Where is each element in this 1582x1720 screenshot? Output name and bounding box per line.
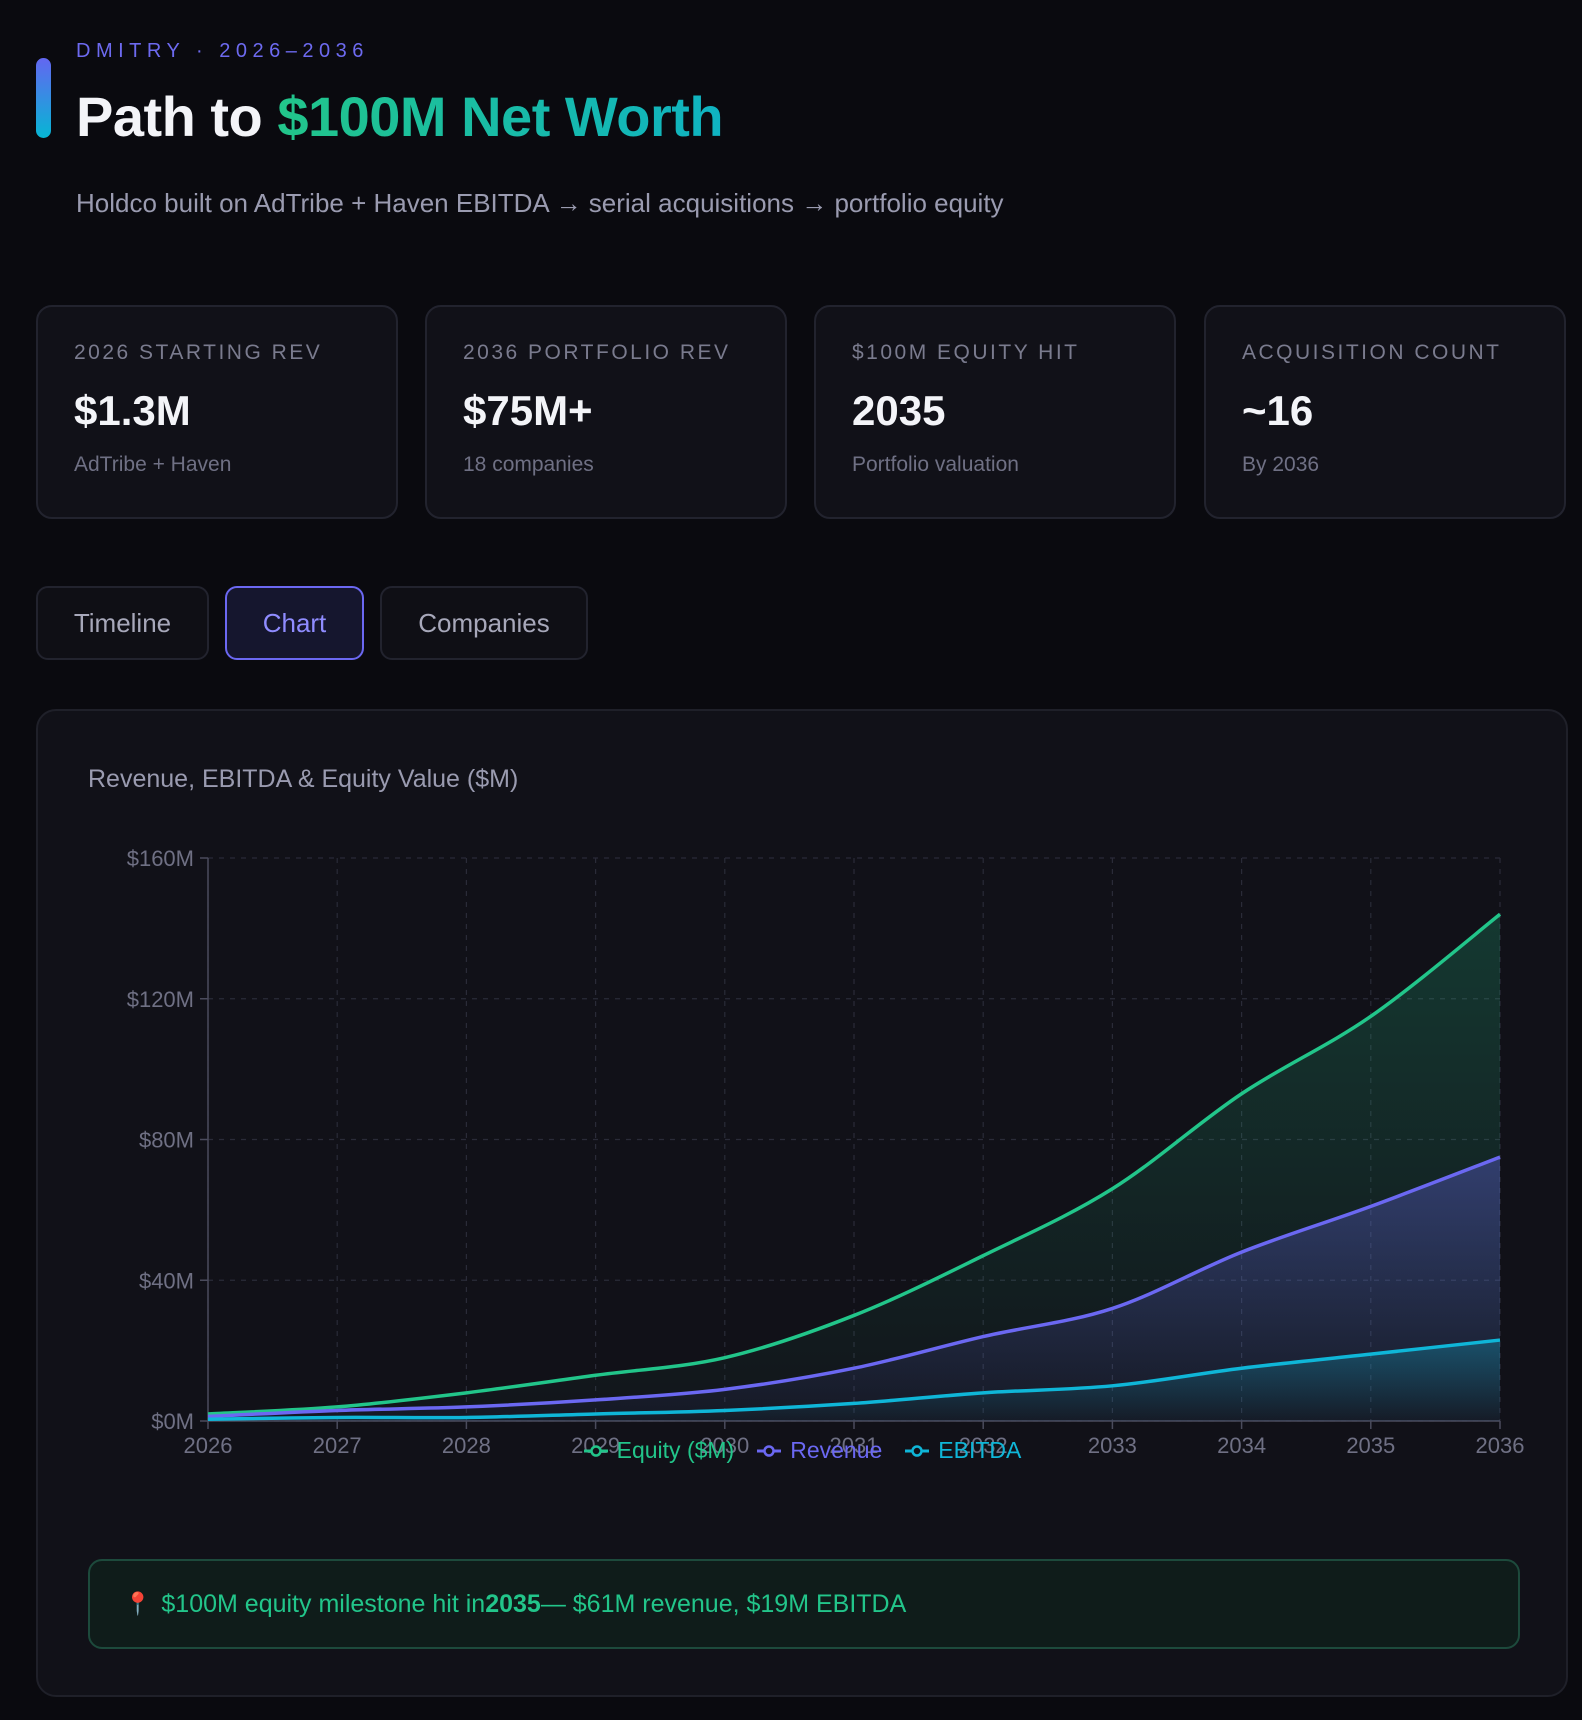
y-tick-label: $40M xyxy=(139,1268,194,1293)
stat-value: $1.3M xyxy=(74,387,191,434)
stat-label: 2026 STARTING REV xyxy=(74,341,323,364)
chart-panel: Revenue, EBITDA & Equity Value ($M) $0M $… xyxy=(36,709,1568,1697)
stat-label: ACQUISITION COUNT xyxy=(1242,341,1502,364)
x-tick-label: 2033 xyxy=(1088,1433,1137,1458)
stat-label: 2036 PORTFOLIO REV xyxy=(463,341,731,364)
pin-icon: 📍 xyxy=(124,1591,152,1616)
y-tick-label: $160M xyxy=(127,846,194,871)
series-line-ebitda xyxy=(207,1338,1501,1421)
x-tick-label: 2027 xyxy=(313,1433,362,1458)
tab-chart[interactable]: Chart xyxy=(225,586,364,660)
legend-marker-icon xyxy=(905,1444,930,1457)
x-tick-label: 2036 xyxy=(1476,1433,1525,1458)
stat-value: $75M+ xyxy=(463,387,593,434)
x-tick-label: 2030 xyxy=(700,1433,749,1458)
legend-label: EBITDA xyxy=(938,1437,1022,1463)
series-area-revenue xyxy=(208,1157,1500,1421)
eyebrow: DMITRY · 2026–2036 xyxy=(76,40,369,62)
accent-bar xyxy=(36,58,51,138)
chart-title: Revenue, EBITDA & Equity Value ($M) xyxy=(88,765,519,793)
stat-cards: 2026 STARTING REV $1.3M AdTribe + Haven … xyxy=(36,305,1568,521)
chart-canvas: $0M$40M$80M$120M$160M2026202720282029203… xyxy=(127,846,1525,1458)
stat-card-portfolio-rev: 2036 PORTFOLIO REV $75M+ 18 companies xyxy=(425,305,787,519)
x-tick-label: 2032 xyxy=(959,1433,1008,1458)
x-tick-label: 2034 xyxy=(1217,1433,1266,1458)
stat-card-equity-hit: $100M EQUITY HIT 2035 Portfolio valuatio… xyxy=(814,305,1176,519)
legend-marker-icon xyxy=(757,1444,782,1457)
page-title: Path to $100M Net Worth xyxy=(76,84,724,149)
stat-label: $100M EQUITY HIT xyxy=(852,341,1080,364)
series-line-equity-m xyxy=(207,912,1502,1416)
legend-label: Equity ($M) xyxy=(616,1437,735,1463)
stat-sub: AdTribe + Haven xyxy=(74,453,232,476)
y-tick-label: $120M xyxy=(127,987,194,1012)
x-tick-label: 2028 xyxy=(442,1433,491,1458)
legend-item-equity-m: Equity ($M) xyxy=(583,1437,735,1464)
legend-item-ebitda: EBITDA xyxy=(904,1437,1021,1464)
chart-legend: Equity ($M) Revenue EBITDA xyxy=(38,1437,1566,1464)
legend-item-revenue: Revenue xyxy=(756,1437,882,1464)
milestone-year: 2035 xyxy=(485,1589,541,1618)
milestone-suffix: — $61M revenue, $19M EBITDA xyxy=(540,1589,907,1618)
tab-companies[interactable]: Companies xyxy=(380,586,588,660)
stat-card-acquisition-count: ACQUISITION COUNT ~16 By 2036 xyxy=(1204,305,1566,519)
legend-marker-icon xyxy=(583,1444,608,1457)
stat-value: ~16 xyxy=(1242,387,1314,434)
stat-sub: 18 companies xyxy=(463,453,594,476)
x-tick-label: 2031 xyxy=(830,1433,879,1458)
stat-sub: By 2036 xyxy=(1242,453,1320,476)
series-area-ebitda xyxy=(208,1340,1500,1421)
stat-sub: Portfolio valuation xyxy=(852,453,1019,476)
y-tick-label: $80M xyxy=(139,1128,194,1153)
milestone-callout: 📍 $100M equity milestone hit in 2035 — $… xyxy=(88,1559,1520,1649)
x-tick-label: 2035 xyxy=(1346,1433,1395,1458)
y-tick-label: $0M xyxy=(151,1409,194,1434)
series-line-revenue xyxy=(207,1155,1501,1419)
page-subtitle: Holdco built on AdTribe + Haven EBITDA →… xyxy=(76,188,1004,218)
tab-timeline[interactable]: Timeline xyxy=(36,586,209,660)
stat-value: 2035 xyxy=(852,387,946,434)
legend-label: Revenue xyxy=(790,1437,883,1463)
title-prefix: Path to xyxy=(76,85,278,148)
title-highlight: $100M Net Worth xyxy=(277,85,724,148)
milestone-prefix: $100M equity milestone hit in xyxy=(161,1589,486,1618)
stat-card-starting-rev: 2026 STARTING REV $1.3M AdTribe + Haven xyxy=(36,305,398,519)
x-tick-label: 2026 xyxy=(184,1433,233,1458)
